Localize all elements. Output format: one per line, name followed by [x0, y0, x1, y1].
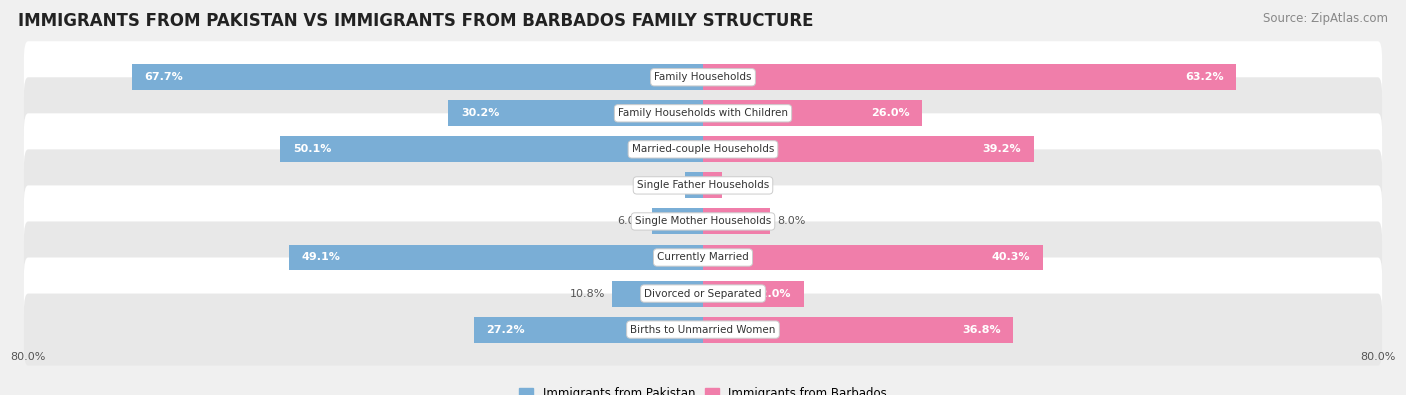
Text: Divorced or Separated: Divorced or Separated	[644, 288, 762, 299]
Text: 50.1%: 50.1%	[292, 144, 332, 154]
Text: Births to Unmarried Women: Births to Unmarried Women	[630, 325, 776, 335]
FancyBboxPatch shape	[24, 185, 1382, 258]
Text: Single Father Households: Single Father Households	[637, 181, 769, 190]
Bar	[685, 173, 703, 198]
Text: Family Households: Family Households	[654, 72, 752, 82]
Bar	[280, 136, 703, 162]
Text: 63.2%: 63.2%	[1185, 72, 1223, 82]
Bar	[703, 317, 1014, 342]
Bar	[449, 100, 703, 126]
Bar	[703, 280, 804, 307]
Text: 26.0%: 26.0%	[872, 108, 910, 118]
Text: 8.0%: 8.0%	[778, 216, 806, 226]
Text: 10.8%: 10.8%	[569, 288, 605, 299]
FancyBboxPatch shape	[24, 41, 1382, 113]
Text: 12.0%: 12.0%	[754, 288, 792, 299]
Text: 39.2%: 39.2%	[983, 144, 1021, 154]
Text: 6.0%: 6.0%	[617, 216, 645, 226]
Bar	[703, 64, 1236, 90]
Text: 49.1%: 49.1%	[301, 252, 340, 263]
Text: 2.2%: 2.2%	[728, 181, 756, 190]
FancyBboxPatch shape	[24, 149, 1382, 222]
Legend: Immigrants from Pakistan, Immigrants from Barbados: Immigrants from Pakistan, Immigrants fro…	[515, 383, 891, 395]
Text: Family Households with Children: Family Households with Children	[619, 108, 787, 118]
FancyBboxPatch shape	[24, 258, 1382, 329]
Text: 2.1%: 2.1%	[650, 181, 679, 190]
FancyBboxPatch shape	[24, 113, 1382, 185]
Bar	[474, 317, 703, 342]
Text: 67.7%: 67.7%	[145, 72, 183, 82]
FancyBboxPatch shape	[24, 222, 1382, 293]
FancyBboxPatch shape	[24, 293, 1382, 366]
Bar	[288, 245, 703, 271]
Text: Source: ZipAtlas.com: Source: ZipAtlas.com	[1263, 12, 1388, 25]
Bar	[703, 136, 1033, 162]
Bar	[703, 209, 770, 234]
Text: Currently Married: Currently Married	[657, 252, 749, 263]
Bar	[612, 280, 703, 307]
Text: 27.2%: 27.2%	[486, 325, 524, 335]
Text: 40.3%: 40.3%	[991, 252, 1031, 263]
Bar	[703, 245, 1043, 271]
Bar	[652, 209, 703, 234]
Text: Married-couple Households: Married-couple Households	[631, 144, 775, 154]
Text: 30.2%: 30.2%	[461, 108, 499, 118]
Text: Single Mother Households: Single Mother Households	[636, 216, 770, 226]
Bar	[703, 173, 721, 198]
Bar	[132, 64, 703, 90]
Bar	[703, 100, 922, 126]
FancyBboxPatch shape	[24, 77, 1382, 149]
Text: 36.8%: 36.8%	[962, 325, 1001, 335]
Text: IMMIGRANTS FROM PAKISTAN VS IMMIGRANTS FROM BARBADOS FAMILY STRUCTURE: IMMIGRANTS FROM PAKISTAN VS IMMIGRANTS F…	[18, 12, 814, 30]
